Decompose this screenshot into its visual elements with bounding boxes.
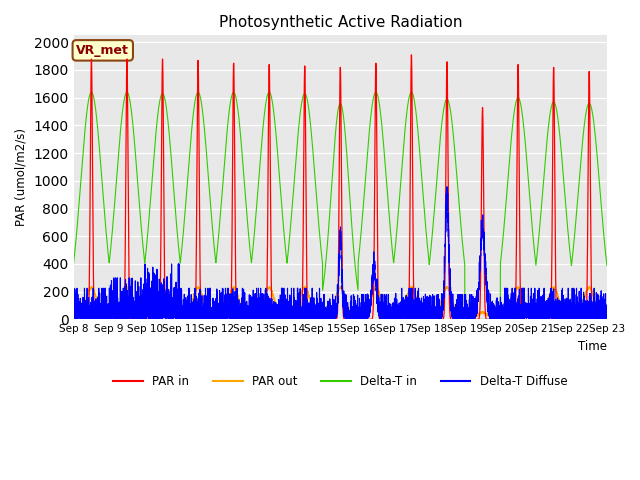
Y-axis label: PAR (umol/m2/s): PAR (umol/m2/s) <box>15 128 28 227</box>
Title: Photosynthetic Active Radiation: Photosynthetic Active Radiation <box>218 15 462 30</box>
Legend: PAR in, PAR out, Delta-T in, Delta-T Diffuse: PAR in, PAR out, Delta-T in, Delta-T Dif… <box>109 371 572 393</box>
Text: VR_met: VR_met <box>76 44 129 57</box>
X-axis label: Time: Time <box>578 340 607 353</box>
